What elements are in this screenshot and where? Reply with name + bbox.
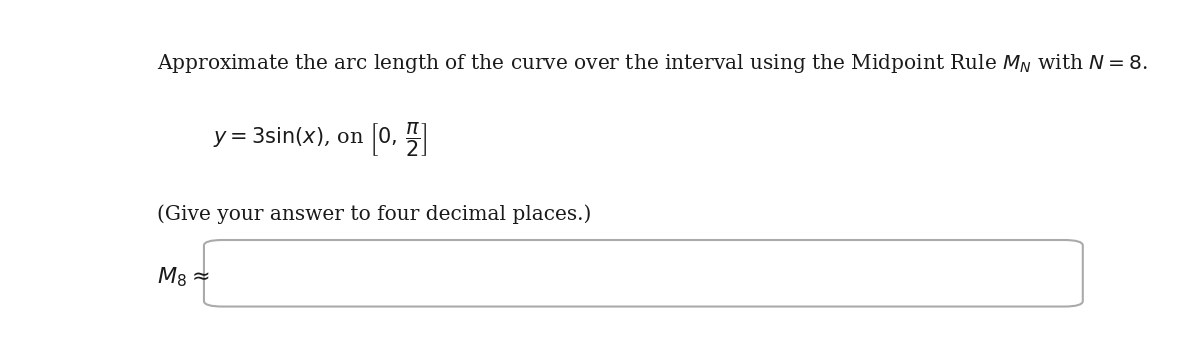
Text: $y = 3\sin(x)$, on $\left[0,\, \dfrac{\pi}{2}\right]$: $y = 3\sin(x)$, on $\left[0,\, \dfrac{\p…	[214, 121, 428, 159]
Text: $M_8 \approx$: $M_8 \approx$	[157, 266, 210, 289]
Text: (Give your answer to four decimal places.): (Give your answer to four decimal places…	[157, 204, 592, 224]
FancyBboxPatch shape	[204, 240, 1082, 307]
Text: Approximate the arc length of the curve over the interval using the Midpoint Rul: Approximate the arc length of the curve …	[157, 51, 1148, 75]
